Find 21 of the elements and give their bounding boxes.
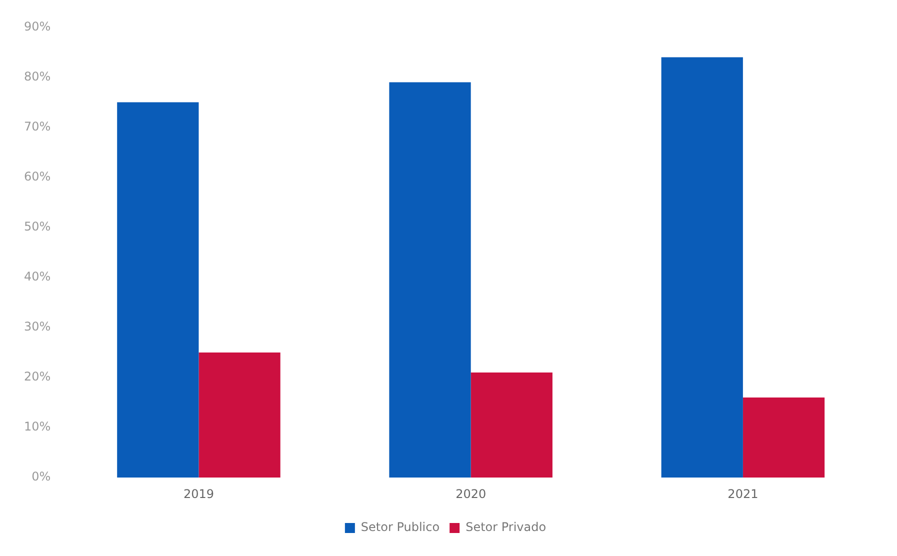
x-tick-label: 2021 — [728, 486, 758, 501]
y-tick-label: 10% — [24, 420, 51, 434]
y-tick-label: 40% — [24, 270, 51, 284]
y-tick-label: 0% — [32, 470, 51, 484]
bar — [198, 352, 280, 478]
y-tick-label: 30% — [24, 320, 51, 334]
y-tick-label: 90% — [24, 19, 51, 34]
y-tick-label: 70% — [24, 119, 51, 134]
bar — [117, 102, 199, 478]
x-tick-label: 2020 — [456, 486, 486, 501]
legend-label: Setor Privado — [466, 520, 546, 534]
bar — [742, 398, 825, 478]
x-tick-label: 2019 — [183, 486, 214, 501]
y-tick-label: 60% — [24, 169, 51, 184]
bar — [389, 82, 471, 478]
bar — [661, 57, 743, 478]
bar — [470, 372, 552, 478]
y-tick-label: 20% — [24, 370, 51, 384]
y-tick-label: 50% — [24, 220, 51, 234]
legend-label: Setor Publico — [360, 520, 440, 534]
y-tick-label: 80% — [24, 69, 51, 84]
